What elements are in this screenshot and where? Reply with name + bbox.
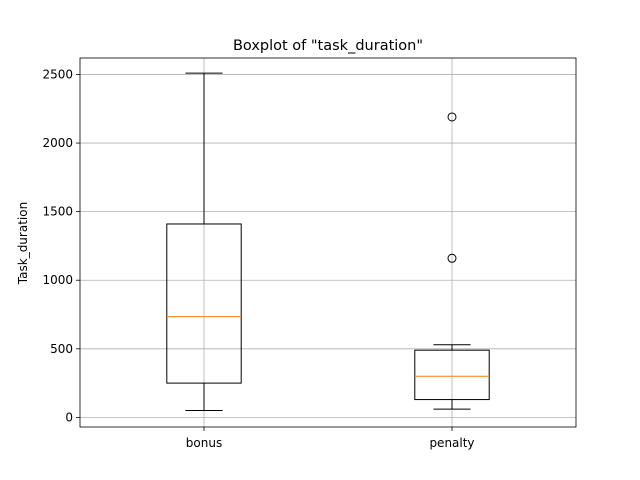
- y-tick-label: 0: [65, 410, 73, 424]
- y-tick-label: 2000: [42, 136, 73, 150]
- axes: 0 500 1000 1500 2000 2500 bonus penalty: [42, 57, 577, 450]
- y-axis-label: Task_duration: [16, 202, 30, 285]
- y-tick-label: 1500: [42, 205, 73, 219]
- axes-frame: [79, 57, 577, 428]
- y-tick-label: 2500: [42, 67, 73, 81]
- y-tick-label: 500: [50, 342, 73, 356]
- x-tick-label: penalty: [429, 436, 474, 450]
- outlier-point: [447, 253, 457, 263]
- chart-title: Boxplot of "task_duration": [233, 38, 423, 54]
- grid: [80, 58, 576, 427]
- x-tick-label: bonus: [186, 436, 222, 450]
- plot-area: [166, 72, 490, 412]
- y-tick-label: 1000: [42, 273, 73, 287]
- outlier-point: [447, 112, 457, 122]
